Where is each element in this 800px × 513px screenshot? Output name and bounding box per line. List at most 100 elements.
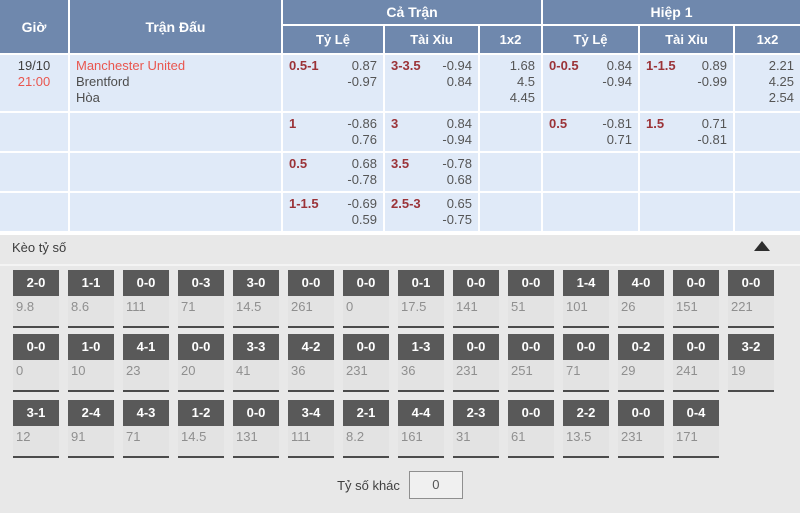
score-box[interactable]: 4-0 26	[618, 270, 664, 328]
score-label: 0-0	[508, 270, 554, 296]
score-odds: 31	[453, 426, 499, 458]
score-box[interactable]: 3-0 14.5	[233, 270, 279, 328]
home-team-link[interactable]: Manchester United	[76, 58, 186, 73]
ft-handicap-cell[interactable]: 0.5-1 0.87 -0.97	[283, 55, 385, 113]
score-box[interactable]: 0-0 131	[233, 400, 279, 458]
score-box[interactable]: 4-1 23	[123, 334, 169, 392]
h1-overunder-cell[interactable]: 1.5 0.71 -0.81	[640, 113, 736, 153]
score-box[interactable]: 0-0 151	[673, 270, 719, 328]
col-header-ft-handicap: Tỷ Lệ	[283, 26, 385, 55]
score-box[interactable]: 0-0 111	[123, 270, 169, 328]
score-odds: 91	[68, 426, 114, 458]
score-box[interactable]: 2-1 8.2	[343, 400, 389, 458]
h1-handicap-cell[interactable]: 0.5 -0.81 0.71	[543, 113, 641, 153]
score-box[interactable]: 3-1 12	[13, 400, 59, 458]
h1-1x2-cell[interactable]: 2.21 4.25 2.54	[735, 55, 800, 113]
score-box[interactable]: 0-0 231	[343, 334, 389, 392]
ft-1x2-cell[interactable]	[480, 193, 544, 233]
odd-value: 0.59	[351, 212, 377, 227]
score-label: 0-0	[453, 270, 499, 296]
score-label: 0-0	[343, 334, 389, 360]
h1-overunder-cell[interactable]: 1-1.5 0.89 -0.99	[640, 55, 736, 113]
score-odds: 20	[178, 360, 224, 392]
score-box[interactable]: 0-0 51	[508, 270, 554, 328]
score-box[interactable]: 4-2 36	[288, 334, 334, 392]
score-box[interactable]: 0-0 61	[508, 400, 554, 458]
score-box[interactable]: 0-2 29	[618, 334, 664, 392]
h1-overunder-cell[interactable]	[640, 193, 736, 233]
overunder-line: 3.5	[391, 156, 410, 171]
ft-1x2-cell[interactable]: 1.68 4.5 4.45	[480, 55, 544, 113]
h1-handicap-cell[interactable]	[543, 153, 641, 193]
score-box[interactable]: 1-0 10	[68, 334, 114, 392]
score-box[interactable]: 4-4 161	[398, 400, 444, 458]
score-box[interactable]: 1-1 8.6	[68, 270, 114, 328]
h1-1x2-cell[interactable]	[735, 153, 800, 193]
correct-score-section: Kèo tỷ số 2-0 9.8 1-1 8.6 0-0 111 0-3 71	[0, 233, 800, 513]
score-label: 1-4	[563, 270, 609, 296]
score-box[interactable]: 0-0 221	[728, 270, 774, 328]
chevron-up-icon[interactable]	[754, 241, 770, 251]
score-box[interactable]: 2-4 91	[68, 400, 114, 458]
ft-handicap-cell[interactable]: 0.5 0.68 -0.78	[283, 153, 385, 193]
score-box[interactable]: 0-0 0	[13, 334, 59, 392]
score-label: 4-1	[123, 334, 169, 360]
score-box[interactable]: 4-3 71	[123, 400, 169, 458]
overunder-line: 1.5	[646, 116, 665, 131]
score-box[interactable]: 1-4 101	[563, 270, 609, 328]
h1-1x2-cell[interactable]	[735, 113, 800, 153]
score-box[interactable]: 2-0 9.8	[13, 270, 59, 328]
ft-overunder-cell[interactable]: 3-3.5 -0.94 0.84	[385, 55, 480, 113]
score-box[interactable]: 1-2 14.5	[178, 400, 224, 458]
score-box[interactable]: 2-3 31	[453, 400, 499, 458]
score-odds: 17.5	[398, 296, 444, 328]
score-odds: 29	[618, 360, 664, 392]
score-box[interactable]: 0-0 241	[673, 334, 719, 392]
handicap-line: 0.5	[549, 116, 568, 131]
score-label: 0-0	[618, 400, 664, 426]
score-box[interactable]: 0-1 17.5	[398, 270, 444, 328]
score-odds: 71	[563, 360, 609, 392]
ft-1x2-cell[interactable]	[480, 153, 544, 193]
odd-value: 0.84	[446, 116, 472, 131]
score-odds: 9.8	[13, 296, 59, 328]
score-box[interactable]: 0-0 0	[343, 270, 389, 328]
h1-1x2-cell[interactable]	[735, 193, 800, 233]
odd-value: 0.65	[446, 196, 472, 211]
ft-handicap-cell[interactable]: 1 -0.86 0.76	[283, 113, 385, 153]
score-box[interactable]: 0-0 251	[508, 334, 554, 392]
h1-handicap-cell[interactable]	[543, 193, 641, 233]
h1-handicap-cell[interactable]: 0-0.5 0.84 -0.94	[543, 55, 641, 113]
handicap-line: 1-1.5	[289, 196, 319, 211]
score-box[interactable]: 3-4 111	[288, 400, 334, 458]
score-box[interactable]: 0-4 171	[673, 400, 719, 458]
score-odds: 8.6	[68, 296, 114, 328]
score-box[interactable]: 0-0 141	[453, 270, 499, 328]
score-box[interactable]: 0-0 231	[453, 334, 499, 392]
odds-row-4: 1-1.5 -0.69 0.59 2.5-3 0.65 -0.75	[0, 193, 800, 233]
score-label: 1-2	[178, 400, 224, 426]
other-score-input[interactable]: 0	[408, 471, 463, 499]
h1-overunder-cell[interactable]	[640, 153, 736, 193]
score-odds: 61	[508, 426, 554, 458]
score-box[interactable]: 2-2 13.5	[563, 400, 609, 458]
score-box[interactable]: 0-0 261	[288, 270, 334, 328]
odd-value: -0.99	[697, 74, 728, 89]
ft-overunder-cell[interactable]: 3 0.84 -0.94	[385, 113, 480, 153]
score-box[interactable]: 3-3 41	[233, 334, 279, 392]
score-odds: 141	[453, 296, 499, 328]
score-box[interactable]: 0-0 231	[618, 400, 664, 458]
odd-value: -0.69	[347, 196, 377, 211]
score-box[interactable]: 3-2 19	[728, 334, 774, 392]
ft-overunder-cell[interactable]: 2.5-3 0.65 -0.75	[385, 193, 480, 233]
score-label: 2-1	[343, 400, 389, 426]
score-box[interactable]: 0-0 71	[563, 334, 609, 392]
ft-handicap-cell[interactable]: 1-1.5 -0.69 0.59	[283, 193, 385, 233]
score-box[interactable]: 0-0 20	[178, 334, 224, 392]
score-box[interactable]: 1-3 36	[398, 334, 444, 392]
score-label: 4-0	[618, 270, 664, 296]
col-header-h1-1x2: 1x2	[735, 26, 800, 55]
score-box[interactable]: 0-3 71	[178, 270, 224, 328]
ft-overunder-cell[interactable]: 3.5 -0.78 0.68	[385, 153, 480, 193]
ft-1x2-cell[interactable]	[480, 113, 544, 153]
